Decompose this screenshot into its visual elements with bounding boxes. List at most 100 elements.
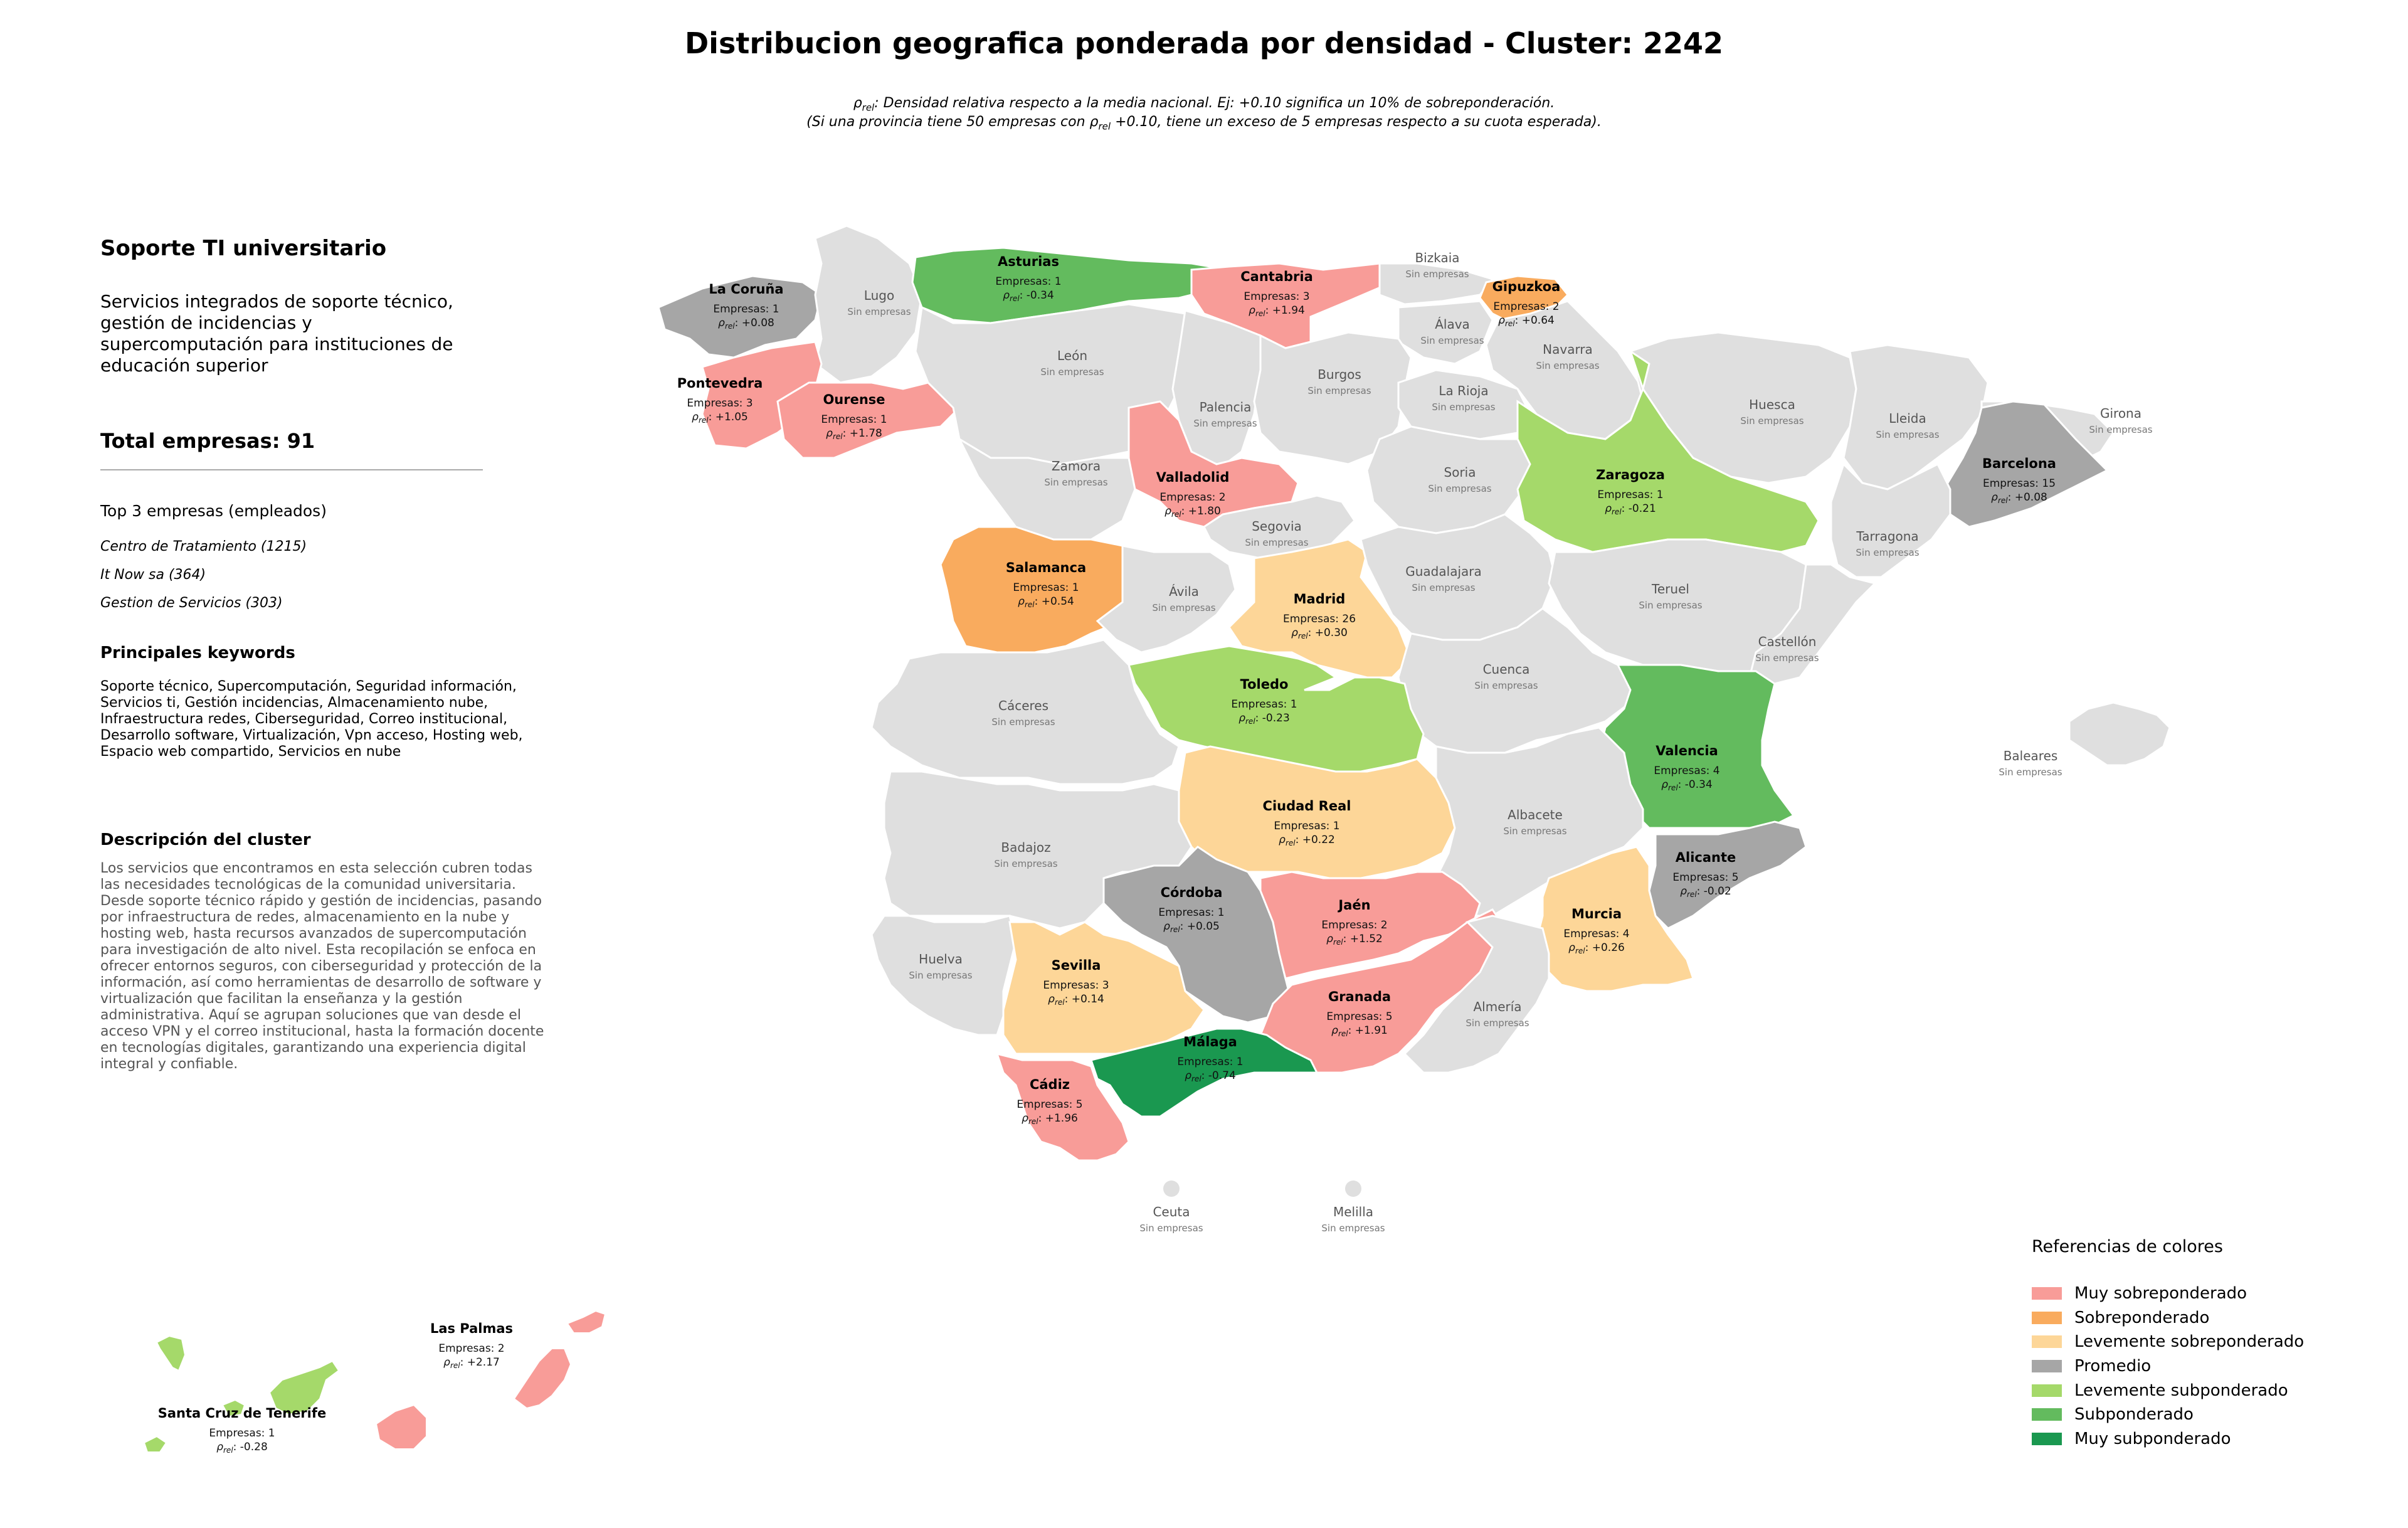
- province-zaragoza-name: Zaragoza: [1596, 467, 1665, 482]
- province-asturias-count: Empresas: 1: [995, 275, 1061, 288]
- province-las-palmas-name: Las Palmas: [430, 1321, 513, 1336]
- province-jaen-count: Empresas: 2: [1321, 919, 1387, 931]
- legend-label: Levemente sobreponderado: [2074, 1332, 2305, 1352]
- legend-item: Muy subponderado: [2032, 1427, 2304, 1451]
- province-santa-cruz-de-tenerife-island: [143, 1435, 167, 1453]
- province-cantabria-name: Cantabria: [1240, 269, 1313, 284]
- province-la-rioja-name: La Rioja: [1439, 383, 1488, 398]
- province-valladolid-name: Valladolid: [1156, 470, 1230, 485]
- province-baleares-status: Sin empresas: [1999, 767, 2062, 778]
- province-bizkaia-name: Bizkaia: [1415, 250, 1459, 265]
- province-valencia-rho: ρrel: -0.34: [1661, 778, 1713, 792]
- province-baleares-name: Baleares: [2004, 748, 2058, 763]
- province-cadiz-count: Empresas: 5: [1017, 1098, 1082, 1111]
- province-tarragona-status: Sin empresas: [1856, 547, 1919, 558]
- legend-label: Sobreponderado: [2074, 1308, 2210, 1327]
- legend-item: Levemente sobreponderado: [2032, 1330, 2304, 1354]
- legend-label: Promedio: [2074, 1357, 2152, 1376]
- province-lugo-name: Lugo: [864, 288, 894, 303]
- province-sevilla-name: Sevilla: [1052, 958, 1101, 973]
- province-lugo-shape: [814, 225, 923, 384]
- province-gipuzkoa-count: Empresas: 2: [1493, 300, 1559, 313]
- subtitle-line-2: (Si una provincia tiene 50 empresas con …: [806, 114, 1602, 132]
- province-almeria-shape: [1403, 915, 1550, 1074]
- province-jaen-rho: ρrel: +1.52: [1326, 933, 1383, 947]
- province-bizkaia-shape: [1378, 262, 1494, 305]
- province-burgos-name: Burgos: [1318, 367, 1361, 382]
- province-madrid-rho: ρrel: +0.30: [1291, 627, 1348, 640]
- legend-label: Levemente subponderado: [2074, 1381, 2288, 1400]
- province-cordoba-name: Córdoba: [1161, 885, 1223, 900]
- top-company-3: Gestion de Servicios (303): [100, 595, 283, 611]
- separator: [100, 469, 483, 470]
- province-ciudad-real-rho: ρrel: +0.22: [1279, 834, 1335, 847]
- province-santa-cruz-de-tenerife-name: Santa Cruz de Tenerife: [158, 1406, 327, 1421]
- legend-swatch: [2032, 1311, 2062, 1324]
- province-alava-name: Álava: [1435, 317, 1470, 332]
- province-cantabria-count: Empresas: 3: [1244, 290, 1309, 303]
- province-malaga-rho: ρrel: -0.74: [1185, 1069, 1236, 1083]
- province-girona-status: Sin empresas: [2089, 424, 2152, 435]
- province-jaen-shape: [1259, 871, 1481, 980]
- province-pontevedra-rho: ρrel: +1.05: [692, 411, 748, 425]
- province-barcelona-name: Barcelona: [1982, 456, 2056, 471]
- province-pontevedra-count: Empresas: 3: [687, 397, 752, 410]
- province-avila-shape: [1096, 544, 1237, 654]
- province-toledo-rho: ρrel: -0.23: [1238, 712, 1290, 726]
- province-valladolid-count: Empresas: 2: [1159, 491, 1225, 504]
- province-valencia-count: Empresas: 4: [1654, 765, 1719, 777]
- province-alava-shape: [1397, 300, 1494, 365]
- province-girona-name: Girona: [2100, 406, 2141, 421]
- province-tarragona-name: Tarragona: [1856, 529, 1918, 544]
- province-asturias-rho: ρrel: -0.34: [1003, 289, 1054, 303]
- province-bizkaia-status: Sin empresas: [1405, 268, 1469, 280]
- top-company-2: It Now sa (364): [100, 567, 206, 583]
- province-cordoba-rho: ρrel: +0.05: [1163, 920, 1220, 934]
- province-madrid-shape: [1228, 538, 1412, 679]
- province-alicante-name: Alicante: [1676, 850, 1736, 865]
- province-zaragoza-rho: ρrel: -0.21: [1605, 502, 1656, 516]
- province-ciudad-real-count: Empresas: 1: [1274, 820, 1339, 832]
- province-granada-count: Empresas: 5: [1326, 1011, 1392, 1023]
- legend-swatch: [2032, 1335, 2062, 1349]
- legend-item: Subponderado: [2032, 1403, 2304, 1427]
- province-cuenca-name: Cuenca: [1483, 662, 1530, 677]
- legend-swatch: [2032, 1432, 2062, 1445]
- province-zamora-status: Sin empresas: [1044, 477, 1107, 488]
- province-zaragoza-count: Empresas: 1: [1597, 489, 1663, 501]
- province-cuenca-status: Sin empresas: [1474, 680, 1538, 691]
- province-ceuta-shape: [1163, 1180, 1180, 1197]
- province-salamanca-count: Empresas: 1: [1013, 581, 1079, 594]
- province-huelva-status: Sin empresas: [909, 970, 972, 981]
- province-la-rioja-status: Sin empresas: [1432, 401, 1495, 413]
- province-alava-status: Sin empresas: [1420, 335, 1484, 346]
- province-cordoba-count: Empresas: 1: [1158, 906, 1224, 919]
- province-huesca-name: Huesca: [1749, 397, 1795, 412]
- province-huelva-name: Huelva: [919, 952, 963, 967]
- legend-item: Promedio: [2032, 1354, 2304, 1379]
- cluster-description-heading: Descripción del cluster: [100, 830, 311, 849]
- province-melilla-status: Sin empresas: [1321, 1223, 1385, 1234]
- legend-swatch: [2032, 1408, 2062, 1421]
- chart-title: Distribucion geografica ponderada por de…: [685, 26, 1723, 60]
- province-guadalajara-name: Guadalajara: [1405, 564, 1481, 579]
- province-badajoz-status: Sin empresas: [994, 858, 1057, 869]
- province-malaga-count: Empresas: 1: [1177, 1056, 1243, 1068]
- province-madrid-name: Madrid: [1294, 592, 1346, 607]
- province-lleida-status: Sin empresas: [1876, 429, 1939, 440]
- province-alicante-rho: ρrel: -0.02: [1680, 885, 1731, 899]
- province-melilla-name: Melilla: [1333, 1204, 1373, 1219]
- province-barcelona-count: Empresas: 15: [1983, 477, 2056, 490]
- province-teruel-status: Sin empresas: [1639, 600, 1702, 611]
- info-panel: Soporte TI universitario Servicios integ…: [100, 236, 552, 1073]
- province-granada-rho: ρrel: +1.91: [1331, 1024, 1388, 1038]
- legend-label: Muy subponderado: [2074, 1429, 2231, 1448]
- province-ourense-rho: ρrel: +1.78: [826, 427, 882, 441]
- province-salamanca-rho: ρrel: +0.54: [1018, 595, 1074, 609]
- province-caceres-status: Sin empresas: [991, 716, 1055, 728]
- province-madrid-count: Empresas: 26: [1283, 613, 1356, 625]
- province-valencia-name: Valencia: [1656, 743, 1718, 758]
- province-soria-shape: [1366, 425, 1531, 534]
- province-caceres-name: Cáceres: [998, 698, 1048, 713]
